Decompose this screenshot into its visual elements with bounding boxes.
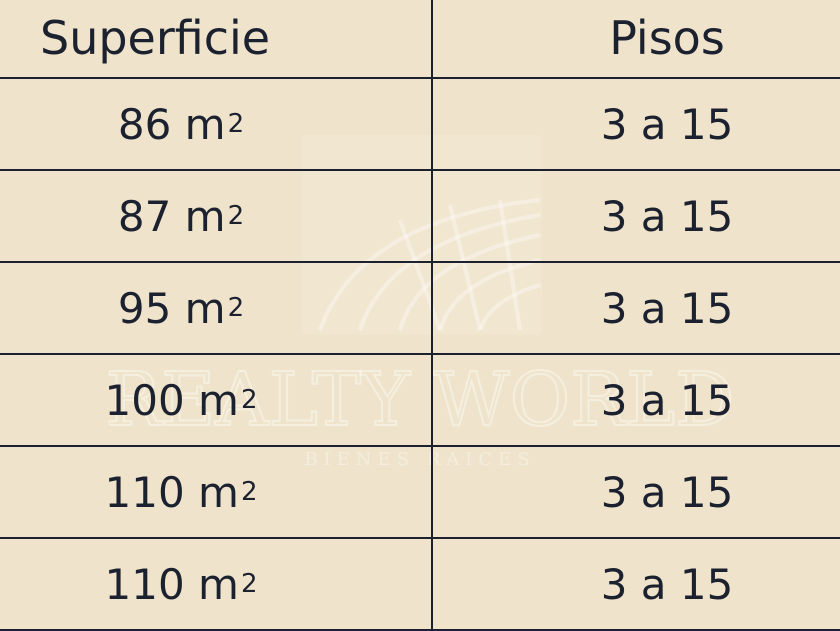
cell-pisos: 3 a 15 (600, 375, 734, 425)
superficie-value: 100 (104, 375, 185, 425)
row-divider (0, 169, 840, 171)
superficie-value: 95 (117, 283, 172, 333)
superficie-value: 110 (104, 467, 185, 517)
row-divider (0, 261, 840, 263)
unit-exponent: 2 (240, 569, 258, 599)
row-divider (0, 445, 840, 447)
superficie-value: 110 (104, 559, 185, 609)
header-superficie: Superficie (40, 11, 271, 65)
unit: m (184, 283, 226, 333)
cell-pisos: 3 a 15 (600, 467, 734, 517)
unit-exponent: 2 (227, 201, 245, 231)
unit-exponent: 2 (240, 477, 258, 507)
unit: m (198, 375, 239, 425)
unit: m (184, 191, 226, 241)
row-divider (0, 77, 840, 79)
cell-pisos: 3 a 15 (600, 283, 734, 333)
row-divider (0, 537, 840, 539)
unit: m (198, 467, 239, 517)
header-pisos: Pisos (609, 11, 725, 65)
superficie-value: 87 (117, 191, 172, 241)
unit: m (184, 99, 226, 149)
unit: m (198, 559, 239, 609)
column-divider (431, 0, 433, 630)
cell-pisos: 3 a 15 (600, 559, 734, 609)
cell-pisos: 3 a 15 (600, 99, 734, 149)
cell-pisos: 3 a 15 (600, 191, 734, 241)
unit-exponent: 2 (227, 109, 245, 139)
unit-exponent: 2 (227, 293, 245, 323)
row-divider (0, 353, 840, 355)
unit-exponent: 2 (240, 385, 258, 415)
superficie-value: 86 (117, 99, 172, 149)
